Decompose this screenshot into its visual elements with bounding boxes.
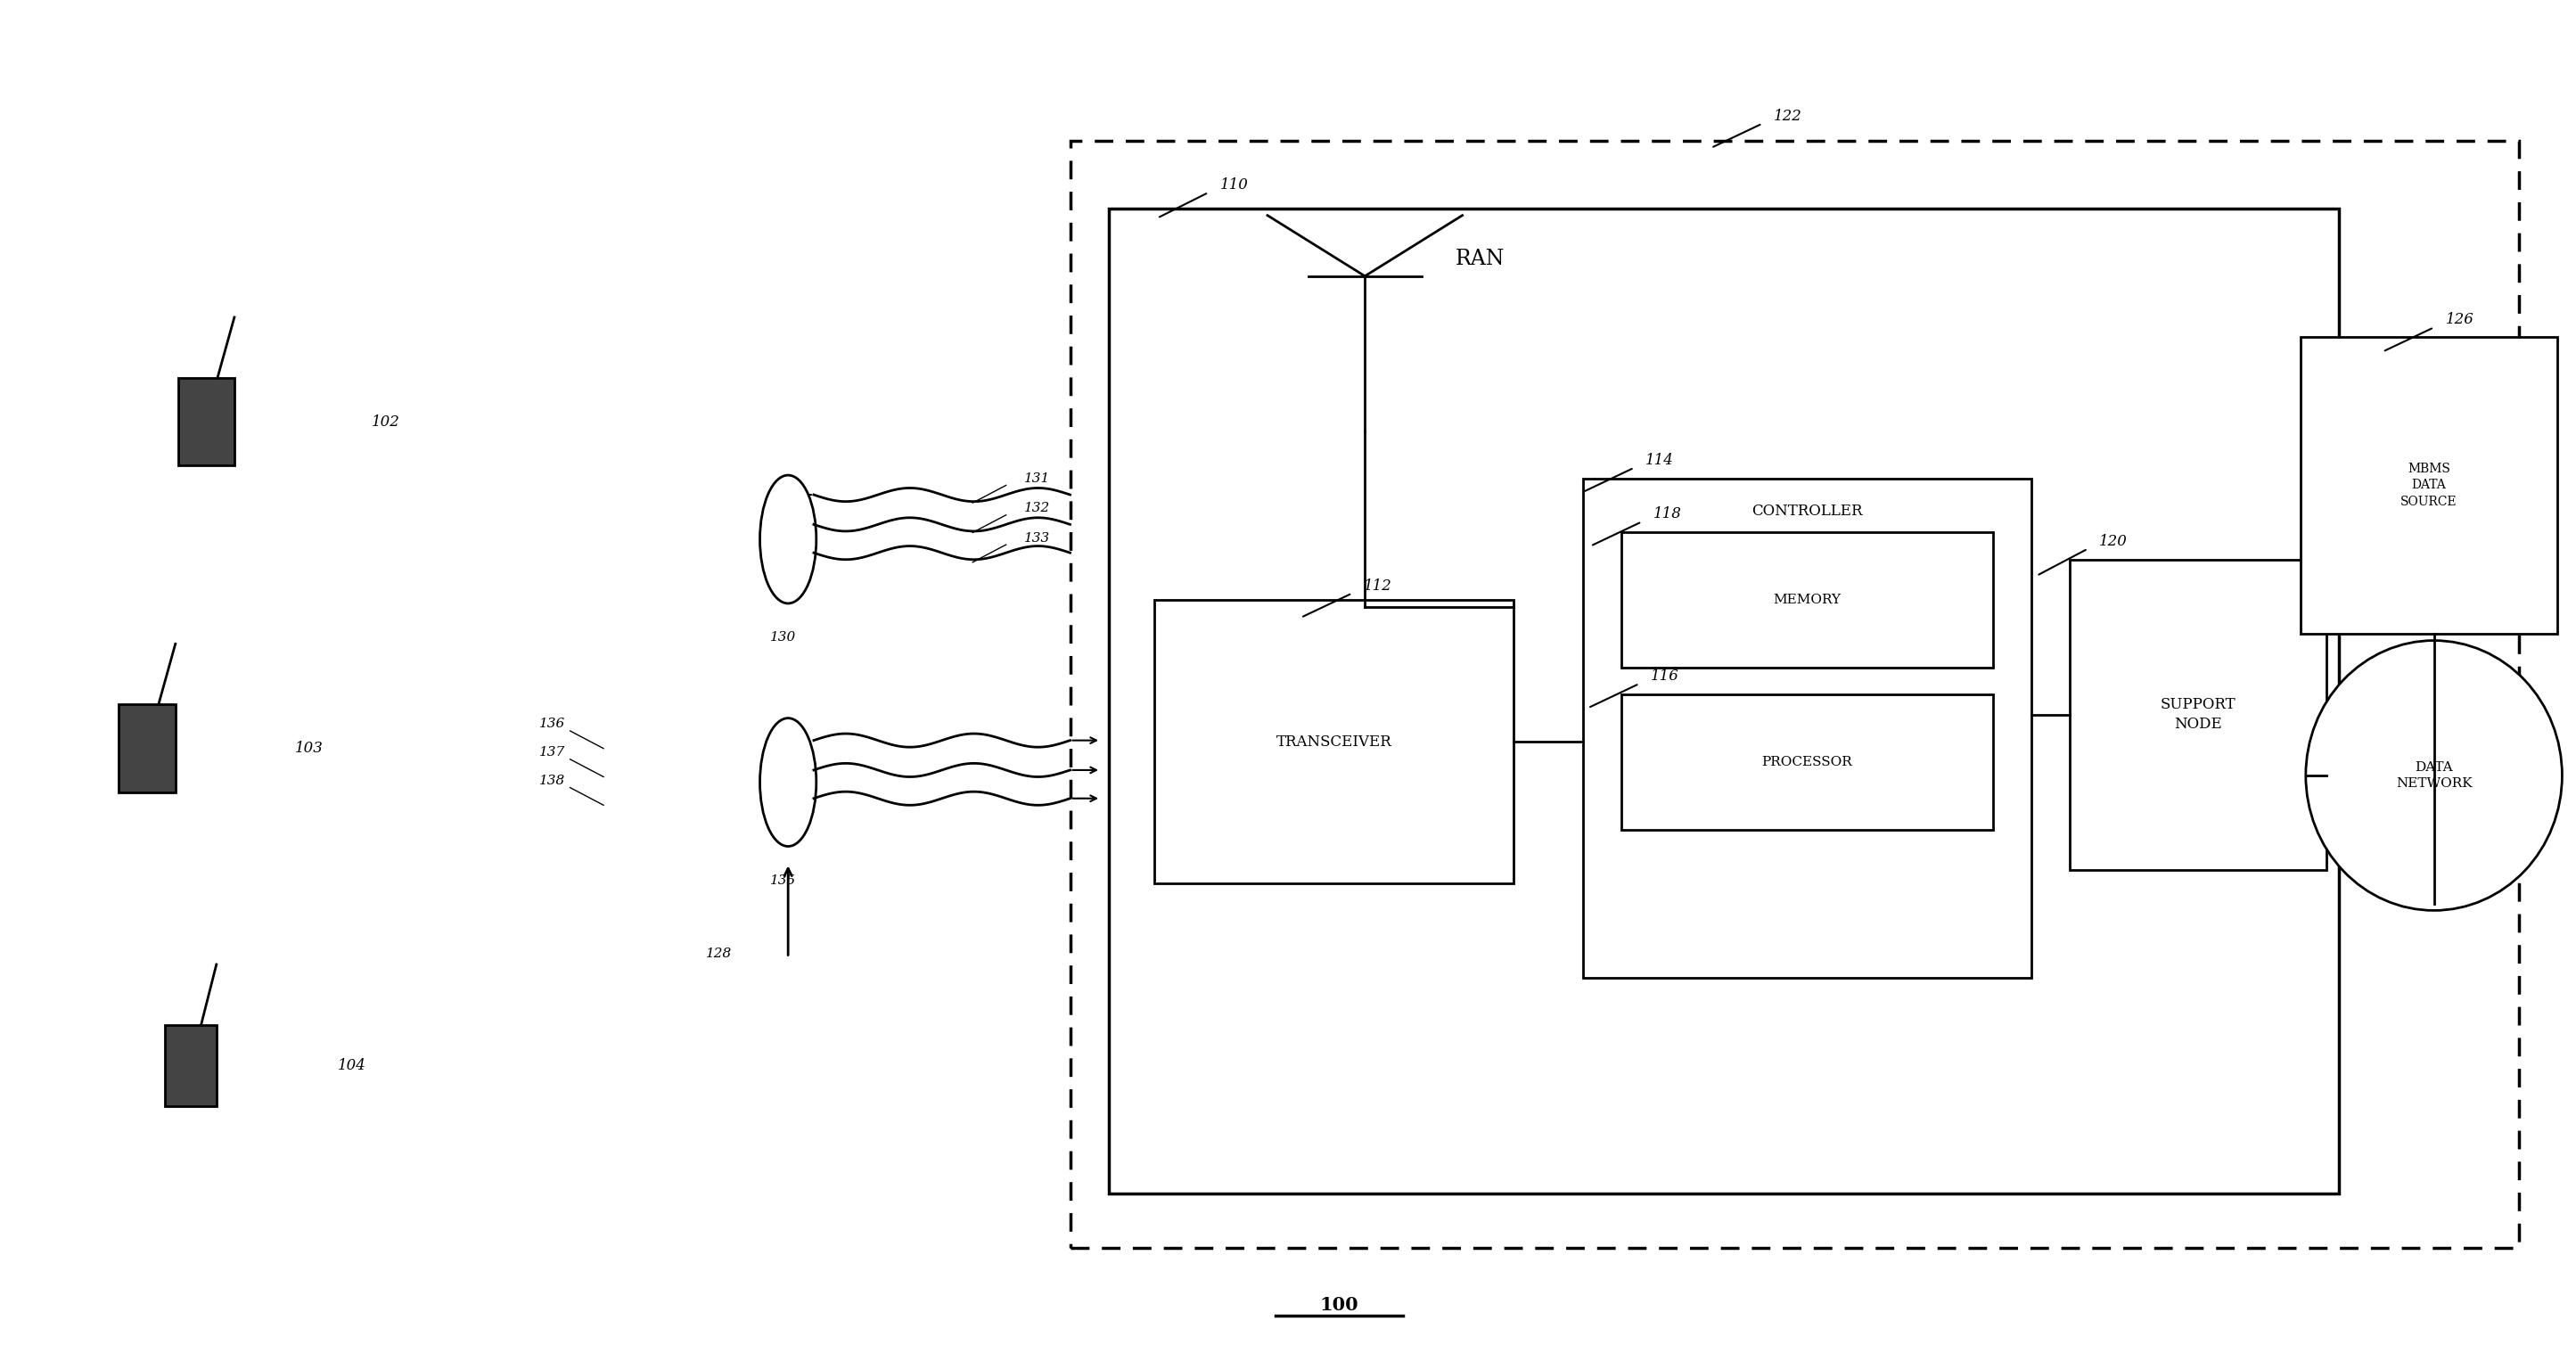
Text: PROCESSOR: PROCESSOR <box>1762 756 1852 768</box>
Text: 100: 100 <box>1319 1295 1358 1313</box>
Text: DATA
NETWORK: DATA NETWORK <box>2396 761 2473 790</box>
Bar <box>1620 533 1994 667</box>
Text: MEMORY: MEMORY <box>1772 594 1842 606</box>
Text: 104: 104 <box>337 1058 366 1073</box>
Text: CONTROLLER: CONTROLLER <box>1752 504 1862 519</box>
Bar <box>165 1026 216 1106</box>
Ellipse shape <box>2306 640 2563 910</box>
Text: RAN: RAN <box>1455 249 1504 270</box>
Text: 135: 135 <box>770 874 796 887</box>
Ellipse shape <box>760 475 817 603</box>
Text: 138: 138 <box>538 775 564 787</box>
Text: 116: 116 <box>1651 669 1680 684</box>
Text: 132: 132 <box>1023 503 1051 515</box>
Text: 120: 120 <box>2099 534 2128 549</box>
Text: 122: 122 <box>1775 109 1803 124</box>
Text: SUPPORT
NODE: SUPPORT NODE <box>2161 697 2236 733</box>
Bar <box>1154 601 1515 884</box>
Text: 110: 110 <box>1221 177 1249 192</box>
Bar <box>1069 142 2519 1248</box>
Text: 131: 131 <box>1023 473 1051 485</box>
Bar <box>1582 478 2032 978</box>
Text: 130: 130 <box>770 631 796 643</box>
Bar <box>118 704 175 793</box>
Text: 128: 128 <box>706 948 732 960</box>
Text: 118: 118 <box>1654 507 1682 522</box>
Text: 112: 112 <box>1363 577 1391 594</box>
Text: 136: 136 <box>538 718 564 730</box>
Bar <box>2071 560 2326 870</box>
Ellipse shape <box>760 718 817 846</box>
Text: 102: 102 <box>371 414 399 429</box>
Text: 114: 114 <box>1646 452 1674 467</box>
Bar <box>1620 695 1994 829</box>
Text: 103: 103 <box>294 741 322 756</box>
Text: 126: 126 <box>2445 312 2473 327</box>
Bar <box>2300 336 2558 633</box>
Text: 133: 133 <box>1023 531 1051 545</box>
Text: 137: 137 <box>538 746 564 759</box>
Text: TRANSCEIVER: TRANSCEIVER <box>1275 734 1391 749</box>
Bar <box>178 379 234 466</box>
Bar <box>1108 208 2339 1194</box>
Text: MBMS
DATA
SOURCE: MBMS DATA SOURCE <box>2401 463 2458 508</box>
Text: 124: 124 <box>2491 518 2519 533</box>
